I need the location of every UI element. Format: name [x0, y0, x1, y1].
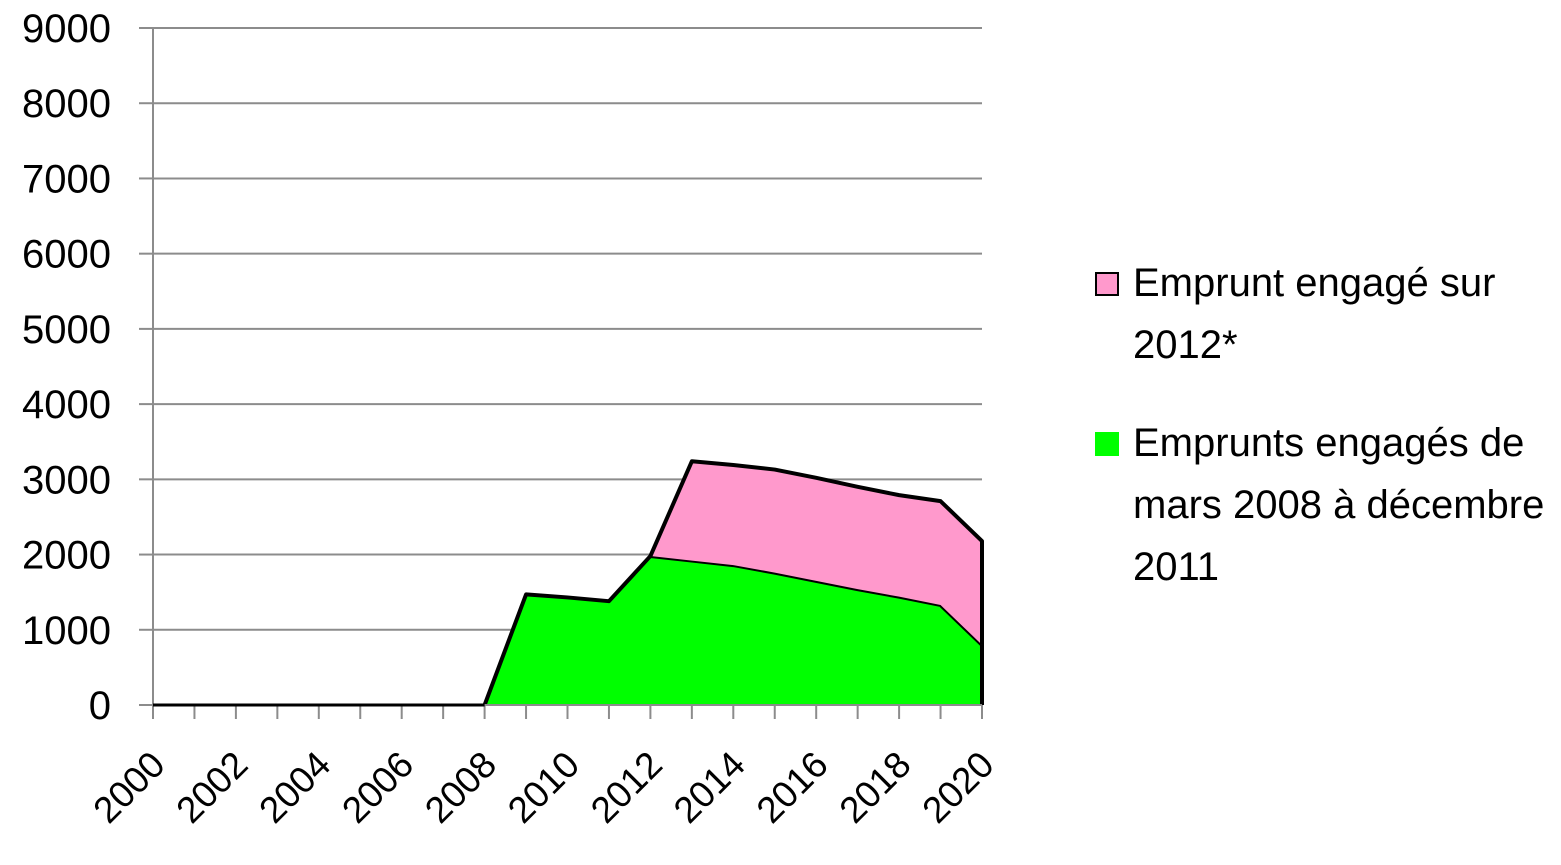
- y-tick-label: 8000: [22, 82, 111, 126]
- x-tick-label: 2000: [85, 744, 172, 831]
- x-tick-label: 2020: [914, 744, 1001, 831]
- x-tick-label: 2010: [500, 744, 587, 831]
- x-tick-label: 2004: [251, 744, 338, 831]
- y-tick-label: 6000: [22, 233, 111, 277]
- x-tick-label: 2006: [334, 744, 421, 831]
- legend-swatch-pink: [1095, 272, 1119, 296]
- area-emprunts-2008-2011: [484, 556, 982, 705]
- legend-label-line: 2012*: [1133, 323, 1238, 367]
- x-tick-label: 2012: [583, 744, 670, 831]
- y-axis-tick-labels: 0 1000 2000 3000 4000 5000 6000 7000 8000 9000: [22, 7, 111, 728]
- x-tick-label: 2008: [417, 744, 504, 831]
- y-tick-label: 1000: [22, 609, 111, 653]
- legend-item-emprunt-2012: Emprunt engagé sur 2012*: [1095, 252, 1555, 376]
- legend-item-emprunts-2008-2011: Emprunts engagés de mars 2008 à décembre…: [1095, 412, 1555, 598]
- stacked-areas: [482, 459, 984, 706]
- y-tick-label: 3000: [22, 458, 111, 502]
- y-tick-label: 2000: [22, 534, 111, 578]
- y-tick-label: 9000: [22, 7, 111, 51]
- x-tick-label: 2016: [749, 744, 836, 831]
- gridlines: [139, 27, 982, 706]
- y-tick-label: 0: [89, 684, 111, 728]
- y-tick-label: 7000: [22, 157, 111, 201]
- legend-label-line: 2011: [1133, 545, 1220, 589]
- y-tick-label: 4000: [22, 383, 111, 427]
- y-tick-label: 5000: [22, 308, 111, 352]
- x-tick-label: 2018: [832, 744, 919, 831]
- axes: [152, 28, 983, 719]
- x-axis-tick-labels: 2000200220042006200820102012201420162018…: [85, 744, 1001, 831]
- area-outline: [648, 459, 984, 645]
- legend-swatch-green: [1095, 432, 1119, 456]
- x-tick-label: 2002: [168, 744, 255, 831]
- legend-label-line: Emprunt engagé sur: [1133, 261, 1496, 305]
- area-emprunt-2012: [650, 461, 982, 645]
- legend-label-line: Emprunts engagés de: [1133, 421, 1525, 465]
- x-tick-label: 2014: [666, 744, 753, 831]
- legend-label-line: mars 2008 à décembre: [1133, 483, 1545, 527]
- legend: Emprunt engagé sur 2012* Emprunts engagé…: [1095, 252, 1555, 628]
